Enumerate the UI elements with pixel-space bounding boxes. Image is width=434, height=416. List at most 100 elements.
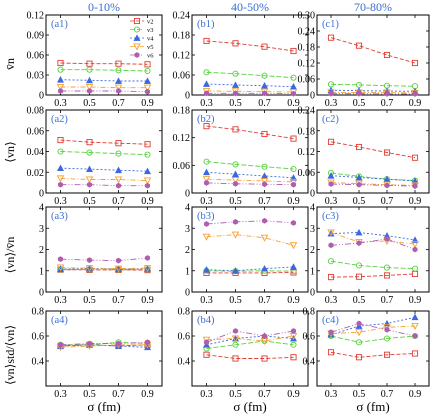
panel-label: (a1) xyxy=(51,19,68,30)
point-v4 xyxy=(85,165,94,173)
ytick-label: 0.06 xyxy=(173,71,191,82)
point-v6 xyxy=(261,333,268,339)
ytick-label: 1 xyxy=(310,266,315,277)
point-v2 xyxy=(86,60,93,67)
ytick-label: 0.4 xyxy=(32,357,45,368)
point-v6 xyxy=(115,257,122,264)
panel-b2: 0 0.06 0.12 0.18 0.3 0.5 0.7 0.9 (b2) xyxy=(173,106,309,207)
point-v2 xyxy=(327,34,335,41)
ytick-label: 0.30 xyxy=(298,11,316,22)
series-v5 xyxy=(202,87,298,96)
ytick-label: 0 xyxy=(39,189,44,200)
point-v6 xyxy=(356,181,362,188)
xtick-label: 0.9 xyxy=(287,389,300,400)
series-line-v5 xyxy=(330,232,416,245)
point-v5 xyxy=(260,234,269,242)
series-v6 xyxy=(57,88,151,95)
ytick-label: 0 xyxy=(310,189,315,200)
series-line-v5 xyxy=(60,267,148,270)
point-v6 xyxy=(328,329,334,336)
xtick-label: 0.7 xyxy=(112,196,125,207)
ytick-label: 4 xyxy=(39,203,44,214)
point-v4 xyxy=(56,265,65,272)
point-v5 xyxy=(231,231,240,239)
point-v6 xyxy=(232,328,239,334)
xtick-label: 0.9 xyxy=(409,196,422,207)
series-line-v3 xyxy=(330,172,416,182)
point-v5 xyxy=(202,176,211,184)
point-v2 xyxy=(290,354,297,361)
ylabel-row2: ⟨vn⟩ xyxy=(3,141,17,162)
series-v3 xyxy=(57,66,151,75)
point-v2 xyxy=(411,350,419,357)
series-line-v5 xyxy=(206,90,294,93)
point-v3 xyxy=(232,161,239,168)
point-v5 xyxy=(56,83,65,91)
point-v6 xyxy=(144,88,151,95)
point-v6 xyxy=(203,339,210,346)
panel-c2: 0 0.06 0.12 0.18 0.24 0.3 0.5 0.7 0.9 (c2) xyxy=(298,106,430,207)
point-v3 xyxy=(86,66,93,73)
panel-label: (a3) xyxy=(51,211,68,222)
ytick-label: 1 xyxy=(39,266,44,277)
ytick-label: 0.12 xyxy=(27,11,45,22)
point-v3 xyxy=(57,66,64,73)
xtick-label: 0.7 xyxy=(258,295,271,306)
point-v4 xyxy=(231,81,240,88)
point-v2 xyxy=(232,126,239,133)
ytick-label: 0.24 xyxy=(298,106,316,117)
series-line-v2 xyxy=(330,37,416,64)
point-v6 xyxy=(384,182,390,189)
point-v2 xyxy=(57,137,64,144)
series-line-v3 xyxy=(330,335,416,343)
point-v3 xyxy=(411,265,419,272)
series-line-v5 xyxy=(206,178,294,183)
series-v3 xyxy=(203,337,297,352)
ytick-label: 0 xyxy=(39,91,44,102)
ytick-label: 4 xyxy=(310,203,315,214)
series-line-v2 xyxy=(206,354,294,359)
point-v6 xyxy=(384,236,390,242)
point-v5 xyxy=(85,83,94,91)
xtick-label: 0.7 xyxy=(112,295,125,306)
xtick-label: 0.7 xyxy=(381,196,394,207)
xtick-label: 0.9 xyxy=(409,295,422,306)
point-v5 xyxy=(143,265,152,273)
legend-marker xyxy=(133,34,141,41)
xtick-label: 0.9 xyxy=(287,98,300,109)
series-v4 xyxy=(327,313,419,338)
xtick-label: 0.5 xyxy=(229,196,242,207)
series-v2 xyxy=(327,138,419,161)
series-line-v4 xyxy=(206,266,294,272)
ylabel-row4: ⟨vn⟩std/⟨vn⟩ xyxy=(3,325,17,385)
ytick-label: 0.12 xyxy=(173,51,191,62)
series-v5 xyxy=(202,176,298,186)
point-v2 xyxy=(203,123,210,130)
ytick-label: 0.12 xyxy=(173,133,191,144)
point-v3 xyxy=(144,67,151,75)
point-v4 xyxy=(85,76,94,84)
xtick-label: 0.7 xyxy=(381,98,394,109)
legend-marker xyxy=(134,52,140,58)
ytick-label: 2 xyxy=(185,245,190,256)
point-v4 xyxy=(202,266,211,273)
point-v6 xyxy=(115,182,122,189)
legend-marker xyxy=(133,43,141,51)
point-v6 xyxy=(290,220,297,226)
ytick-label: 0.18 xyxy=(173,31,191,42)
point-v3 xyxy=(290,74,297,81)
xtick-label: 0.7 xyxy=(381,389,394,400)
series-line-v6 xyxy=(206,220,294,225)
point-v4 xyxy=(56,76,65,83)
xtick-label: 0.3 xyxy=(325,98,338,109)
point-v2 xyxy=(383,51,391,59)
point-v6 xyxy=(261,217,268,224)
xtick-label: 0.7 xyxy=(112,389,125,400)
point-v5 xyxy=(56,264,65,272)
panel-a3: 0 1 2 3 4 0.3 0.5 0.7 0.9 (a3) xyxy=(39,203,163,306)
series-line-v5 xyxy=(330,182,416,186)
legend-label-v6: v6 xyxy=(147,53,154,60)
legend-label-v2: v2 xyxy=(147,19,154,26)
panel-label: (c4) xyxy=(322,315,339,326)
point-v4 xyxy=(202,80,211,87)
